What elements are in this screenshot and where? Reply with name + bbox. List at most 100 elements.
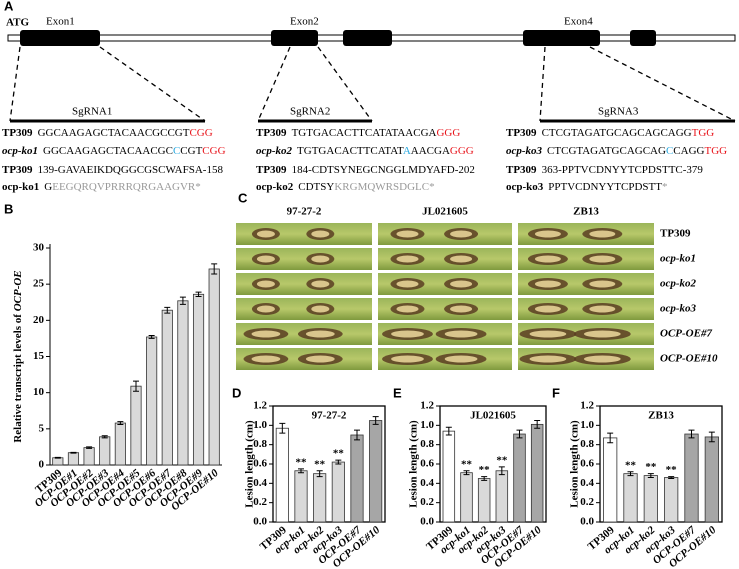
error-bar	[70, 451, 77, 454]
sgrna-label: SgRNA1	[72, 106, 112, 118]
y-tick-label: 0.4	[420, 477, 434, 489]
sequence-part: 363-PPTVCDNYYTCPDSTTC-379	[542, 164, 704, 176]
error-bar	[607, 432, 614, 444]
strain-label: TP309	[2, 127, 33, 139]
row-label: ocp-ko1	[660, 253, 696, 265]
lesion-center	[529, 330, 567, 338]
sequence-row: ocp-ko1 GEEGQRQVPRRRQRGAAGVR*	[2, 181, 201, 193]
sequence-part: A	[403, 145, 411, 157]
lesion-center	[396, 305, 419, 313]
error-bar	[195, 291, 202, 297]
lesion-center	[396, 280, 419, 288]
sequence-row: ocp-ko3 CTCGTAGATGCAGCAGCCAGGTGG	[506, 145, 727, 157]
lesion-center	[450, 230, 473, 238]
panel-label: E	[393, 385, 402, 400]
sequence-row: ocp-ko3 PPTVCDNYYTCPDSTT*	[506, 181, 667, 193]
y-tick-label: 0.6	[420, 458, 434, 470]
error-bar	[86, 446, 93, 449]
sequence-part: EEGQRQVPRRRQRGAAGVR*	[52, 181, 201, 193]
strain-label: TP309	[2, 164, 33, 176]
exon-label: Exon4	[564, 16, 593, 28]
bar	[99, 436, 111, 466]
significance: **	[645, 461, 657, 473]
y-tick-label: 0.8	[580, 438, 594, 450]
error-bar	[463, 470, 470, 476]
y-axis-label-part: OCP-OE	[12, 270, 24, 311]
error-bar	[335, 459, 342, 465]
sequence-part: 184-CDTSYNEGCNGGLMDYAFD-202	[292, 164, 475, 176]
bar	[52, 457, 64, 466]
sequence-part: TGG	[704, 145, 727, 157]
bar	[331, 461, 345, 523]
exons	[20, 30, 656, 46]
panel-label: B	[4, 201, 13, 216]
y-axis-label-part: Relative transcript levels of	[12, 311, 24, 442]
error-bar	[179, 296, 186, 305]
error-bar	[354, 429, 360, 441]
error-bar	[298, 468, 304, 474]
plot-frame	[599, 405, 723, 523]
error-bar	[516, 429, 523, 439]
y-axis-label: Lesion length (cm)	[408, 420, 420, 508]
significance: **	[496, 454, 508, 466]
bar	[275, 427, 289, 523]
lesion-center	[450, 280, 473, 288]
lesion-center	[391, 330, 424, 338]
lesion-center	[311, 230, 330, 238]
bar	[704, 436, 719, 523]
sequence-part: AACGA	[411, 145, 450, 157]
lesion-center	[311, 280, 330, 288]
bar	[513, 433, 526, 523]
y-tick-label: 0.0	[253, 516, 267, 528]
error-bar	[101, 435, 108, 439]
sequences: TP309 GGCAAGAGCTACAACGCCGTCGG ocp-ko1 GGCAA…	[2, 127, 727, 193]
bar	[350, 434, 364, 523]
y-tick-label: 0.4	[580, 477, 594, 489]
significance: **	[666, 464, 678, 476]
bar	[495, 470, 509, 523]
error-bar	[647, 473, 654, 479]
y-tick-label: 1.0	[420, 419, 434, 431]
error-bar	[54, 456, 61, 459]
column-label: JL021605	[422, 206, 468, 218]
strain-label: TP309	[506, 164, 537, 176]
sequence-part: *	[662, 181, 668, 193]
error-bar	[148, 335, 155, 339]
y-tick-label: 1.2	[580, 400, 594, 412]
sequence-row: TP309 TGTGACACTTCATATAACGAGGG	[256, 127, 460, 139]
significance: **	[479, 464, 491, 476]
error-bar	[372, 416, 379, 425]
error-bar	[117, 421, 124, 425]
sequence-part: CGG	[202, 145, 225, 157]
lesion-center	[589, 255, 616, 263]
plot-frame	[272, 405, 386, 523]
bar	[192, 293, 205, 466]
sequence-part: CGG	[189, 127, 212, 139]
sequence-row: ocp-ko2 TGTGACACTTCATATAAACGAGGG	[256, 145, 474, 157]
bar	[294, 470, 308, 523]
y-tick-label: 0.8	[420, 438, 434, 450]
plot-frame	[439, 405, 547, 523]
panel-label: C	[238, 190, 248, 205]
lesion-center	[256, 280, 275, 288]
sequence-part: GGG	[436, 127, 460, 139]
bar	[146, 336, 158, 466]
strain-label: TP309	[256, 164, 287, 176]
strain-label: ocp-ko2	[256, 145, 293, 157]
lesion-center	[534, 280, 561, 288]
panel-label: F	[552, 385, 560, 400]
sequence-row: TP309 GGCAAGAGCTACAACGCCGTCGG	[2, 127, 213, 139]
sequence-part: TGTGACACTTCATAT	[297, 145, 404, 157]
bar	[603, 437, 618, 523]
row-label: OCP-OE#10	[660, 353, 718, 365]
significance: **	[314, 458, 326, 470]
row-label: OCP-OE#7	[660, 328, 712, 340]
row-label: TP309	[660, 228, 691, 240]
error-bar	[498, 466, 505, 476]
sequence-row: ocp-ko1 GGCAAGAGCTACAACGCCCGTCGG	[2, 145, 226, 157]
sequence-row: ocp-ko2 CDTSYKRGMQWRSDGLC*	[256, 181, 435, 193]
y-tick-label: 0.2	[580, 496, 594, 508]
chart-title: 97-27-2	[312, 410, 347, 422]
bar	[664, 477, 679, 523]
